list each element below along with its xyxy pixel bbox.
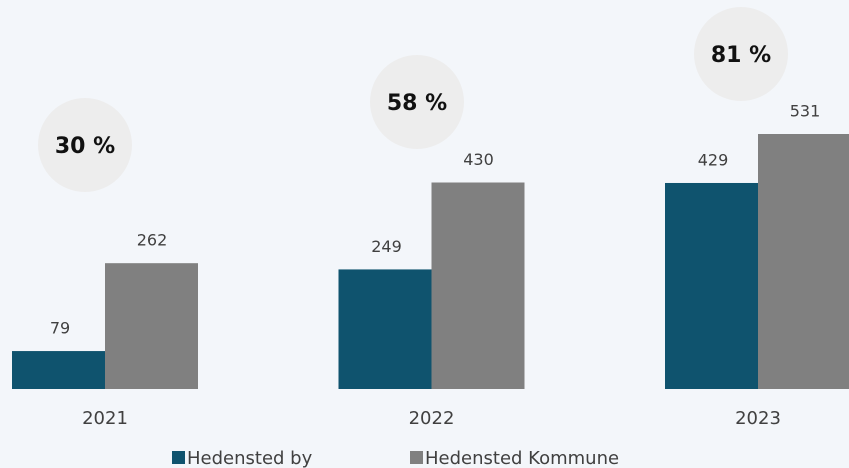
- annotation: 30 %: [55, 134, 115, 159]
- x-tick-label: 2023: [735, 408, 781, 429]
- annotation-bubble: [370, 55, 464, 149]
- data-label: 262: [137, 231, 168, 250]
- legend-swatch: [172, 451, 185, 464]
- bar: [12, 351, 105, 389]
- annotation-bubble: [38, 98, 132, 192]
- bar: [431, 182, 525, 389]
- bar: [105, 263, 198, 389]
- bar: [338, 269, 432, 389]
- legend-swatch: [410, 451, 423, 464]
- annotation: 81 %: [711, 43, 771, 68]
- legend-label: Hedensted Kommune: [425, 448, 619, 468]
- x-tick-label: 2021: [82, 408, 128, 429]
- annotation-bubble: [694, 7, 788, 101]
- data-label: 249: [371, 237, 402, 256]
- legend-label: Hedensted by: [187, 448, 313, 468]
- data-label: 531: [790, 102, 821, 121]
- x-tick-label: 2022: [409, 408, 455, 429]
- bar: [758, 134, 849, 389]
- bar: [665, 182, 758, 389]
- data-label: 429: [698, 150, 729, 169]
- data-label: 430: [463, 150, 494, 169]
- data-label: 79: [50, 319, 70, 338]
- annotation: 58 %: [387, 91, 447, 116]
